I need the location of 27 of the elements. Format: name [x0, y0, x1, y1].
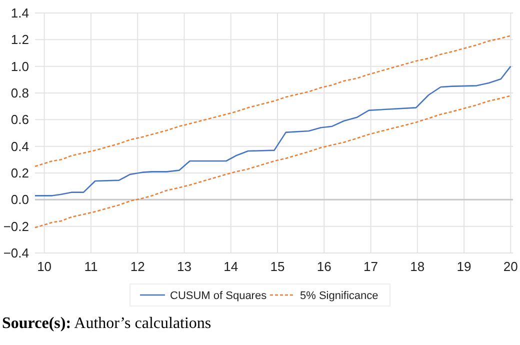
y-tick-label: 0.4	[10, 138, 29, 154]
x-tick-label: 15	[270, 259, 285, 274]
y-tick-label: 0.8	[10, 86, 29, 101]
x-tick-label: 19	[456, 259, 472, 274]
x-tick-label: 13	[176, 259, 192, 274]
x-tick-label: 12	[130, 259, 145, 274]
legend-label: 5% Significance	[300, 290, 378, 302]
y-tick-label: 0.6	[10, 112, 29, 128]
x-tick-label: 16	[316, 259, 332, 274]
x-tick-label: 20	[503, 259, 518, 274]
x-tick-label: 14	[224, 259, 238, 274]
x-tick-label: 11	[84, 259, 98, 274]
x-tick-label: 17	[364, 259, 378, 274]
x-tick-label: 10	[37, 259, 52, 274]
y-tick-label: −0.2	[3, 218, 29, 234]
legend-label: CUSUM of Squares	[170, 290, 268, 302]
line-series	[34, 95, 512, 228]
y-tick-label: 0.0	[10, 192, 29, 208]
line-series	[34, 35, 512, 167]
source-note: Source(s): Author’s calculations	[2, 315, 212, 332]
x-tick-label: 18	[410, 259, 425, 274]
y-tick-label: 1.4	[10, 6, 29, 21]
line-series	[34, 66, 512, 196]
y-tick-label: 1.2	[10, 32, 29, 48]
y-tick-label: −0.4	[3, 246, 29, 261]
y-tick-label: 0.2	[10, 166, 29, 181]
y-tick-label: 1.0	[10, 58, 29, 74]
